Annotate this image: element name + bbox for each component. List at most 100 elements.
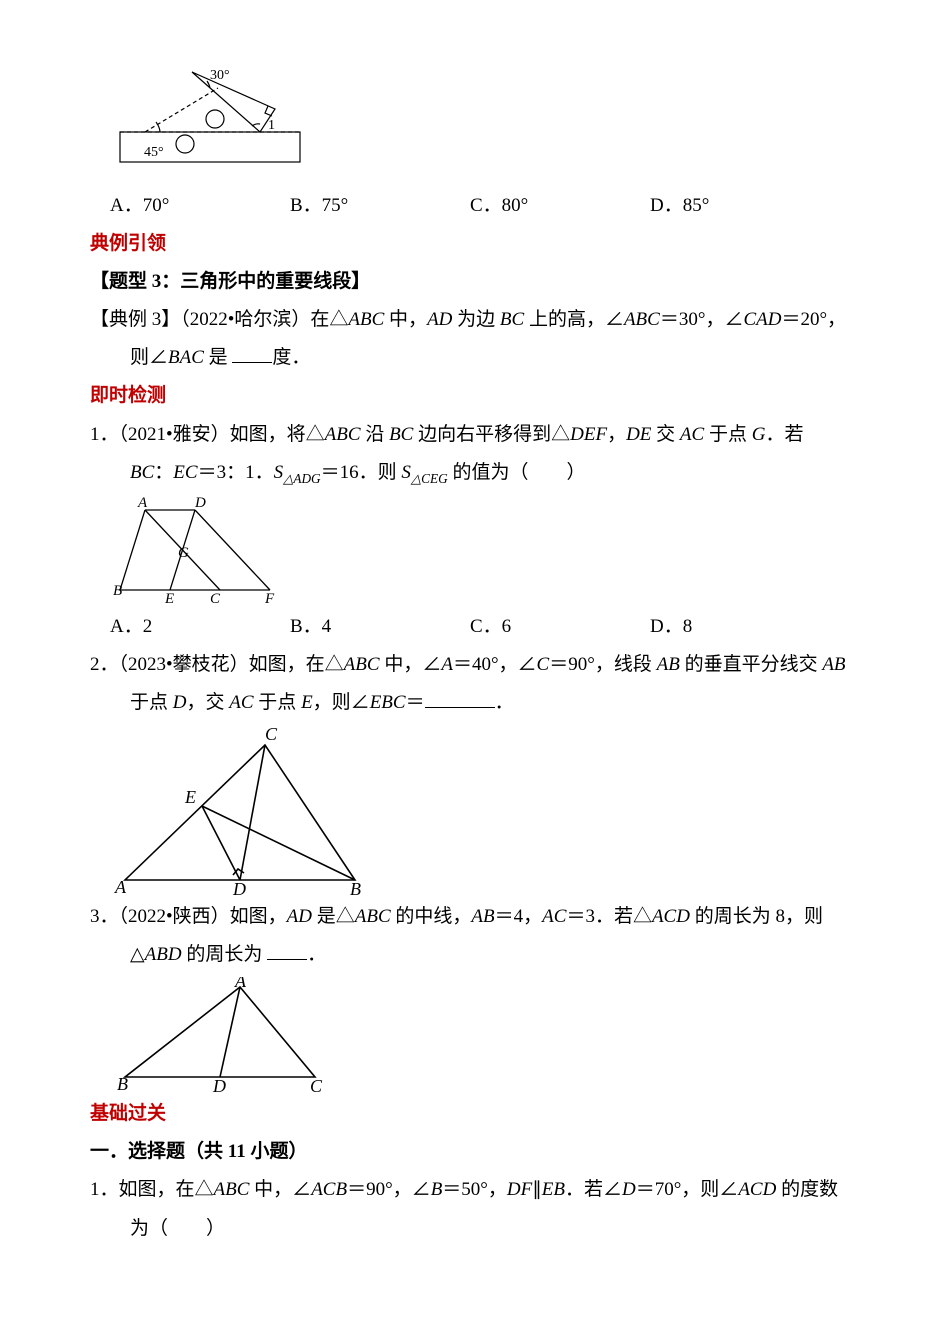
q2-line2: 于点 D，交 AC 于点 E，则∠EBC＝． — [90, 685, 860, 721]
type3-heading: 【题型 3：三角形中的重要线段】 — [90, 264, 860, 300]
q2-EBC: EBC — [370, 692, 406, 713]
bq1-B: B — [431, 1179, 443, 1200]
q1fig-C: C — [210, 591, 221, 605]
ex3-t1: 【典例 3】（2022•哈尔滨）在△ — [90, 309, 348, 330]
q3-c: 的中线， — [391, 906, 472, 927]
q3-num: 3． — [90, 906, 119, 927]
q1-opt-a: A．2 — [110, 609, 290, 645]
bq1-EB: EB — [542, 1179, 565, 1200]
q2fig-A: A — [114, 877, 127, 895]
q2-c: ＝40°，∠ — [453, 654, 537, 675]
q3-ABD: ABD — [145, 944, 182, 965]
q2-l2f: ． — [495, 692, 514, 713]
bq1-num: 1． — [90, 1179, 119, 1200]
q2-b: 中，∠ — [380, 654, 442, 675]
bq1-g: ＝70°，则∠ — [636, 1179, 739, 1200]
q1-g2: ．若 — [765, 424, 803, 445]
q2-blank — [425, 688, 495, 708]
q2-l2c: 于点 — [254, 692, 302, 713]
q1-l2b: ： — [154, 462, 173, 483]
q3fig-C: C — [310, 1076, 323, 1092]
q3-AC: AC — [542, 906, 566, 927]
q3fig-B: B — [117, 1074, 128, 1092]
figure-setsquare: 30° 45° 1 — [110, 64, 310, 184]
ex3-bac: BAC — [168, 347, 204, 368]
bq1-ABC: ABC — [214, 1179, 250, 1200]
q2-e: 的垂直平分线交 — [680, 654, 823, 675]
q1fig-B: B — [113, 583, 122, 599]
q2fig-D: D — [232, 879, 246, 895]
q1-g: G — [752, 424, 766, 445]
q1-line2: BC：EC＝3：1．S△ADG＝16．则 S△CEG 的值为（ ） — [90, 455, 860, 491]
section-basic: 基础过关 — [90, 1096, 860, 1132]
opt-b: B．75° — [290, 188, 470, 224]
ex3-cad: CAD — [743, 309, 781, 330]
q1-d: ， — [607, 424, 626, 445]
q1fig-F: F — [264, 591, 275, 605]
q3-b: 是△ — [312, 906, 355, 927]
section-mc: 一．选择题（共 11 小题） — [90, 1134, 860, 1170]
q3fig-A: A — [234, 977, 247, 991]
bq1-e: ∥ — [532, 1179, 542, 1200]
q2-a: （2023•攀枝花）如图，在△ — [119, 654, 344, 675]
q2-D: D — [173, 692, 187, 713]
q3-a: （2022•陕西）如图， — [119, 906, 287, 927]
figure-q3: A B D C — [110, 977, 330, 1092]
q2-abc: ABC — [344, 654, 380, 675]
q2-C: C — [537, 654, 550, 675]
ex3-t3: 为边 — [452, 309, 500, 330]
q3-l2c: ． — [307, 944, 326, 965]
opt-a: A．70° — [110, 188, 290, 224]
q3-AD: AD — [287, 906, 312, 927]
q1-opt-d: D．8 — [650, 609, 830, 645]
q1-e: 交 — [651, 424, 680, 445]
q1-l2f: ＝16．则 — [321, 462, 402, 483]
section-check: 即时检测 — [90, 378, 860, 414]
q1-f: 于点 — [704, 424, 752, 445]
q2-A: A — [441, 654, 453, 675]
q1-l2c: EC — [173, 462, 197, 483]
q3: 3．（2022•陕西）如图，AD 是△ABC 的中线，AB＝4，AC＝3．若△A… — [90, 899, 860, 935]
q1-sub1: △ADG — [283, 470, 321, 485]
q2-num: 2． — [90, 654, 119, 675]
q1fig-A: A — [137, 495, 148, 511]
q3-l2b: 的周长为 — [182, 944, 263, 965]
q3-ACD: ACD — [652, 906, 690, 927]
q1-b: 沿 — [361, 424, 390, 445]
q1-opt-c: C．6 — [470, 609, 650, 645]
fig1-label1: 1 — [268, 118, 275, 133]
q1fig-G: G — [178, 545, 189, 561]
bq1-d: ＝50°， — [442, 1179, 507, 1200]
q2fig-C: C — [265, 725, 278, 744]
ex3-t6: ＝20°， — [781, 309, 846, 330]
q1-de: DE — [626, 424, 651, 445]
bq1-h: 的度数 — [776, 1179, 838, 1200]
q2fig-E: E — [184, 787, 196, 807]
q2-AB: AB — [657, 654, 680, 675]
q2-l2d: ，则∠ — [313, 692, 370, 713]
q3-d: ＝4， — [495, 906, 543, 927]
ex3-l2b: 是 — [204, 347, 228, 368]
bq1-c: ＝90°，∠ — [347, 1179, 431, 1200]
q1-bc: BC — [389, 424, 413, 445]
q2fig-B: B — [350, 879, 361, 895]
bq1-b: 中，∠ — [249, 1179, 311, 1200]
bq1-line2: 为（ ） — [90, 1211, 860, 1247]
q1-l2e: S — [274, 462, 284, 483]
opt-c: C．80° — [470, 188, 650, 224]
q-top-options: A．70° B．75° C．80° D．85° — [110, 188, 860, 224]
q1-num: 1． — [90, 424, 119, 445]
q2-AB2: AB — [822, 654, 845, 675]
q3-blank — [267, 940, 307, 960]
q2-E: E — [301, 692, 313, 713]
q1-opt-b: B．4 — [290, 609, 470, 645]
figure-q2: C E A D B — [110, 725, 370, 895]
page: 30° 45° 1 A．70° B．75° C．80° D．85° 典例引领 【… — [0, 0, 950, 1289]
ex3-abc2: ABC — [624, 309, 660, 330]
ex3-t5: ＝30°，∠ — [660, 309, 744, 330]
figure-q1: A D G B E C F — [110, 495, 280, 605]
q3-ABC: ABC — [355, 906, 391, 927]
q3-line2: △ABD 的周长为 ． — [90, 937, 860, 973]
ex3-l2c: 度． — [272, 347, 310, 368]
bq1-ACD: ACD — [738, 1179, 776, 1200]
